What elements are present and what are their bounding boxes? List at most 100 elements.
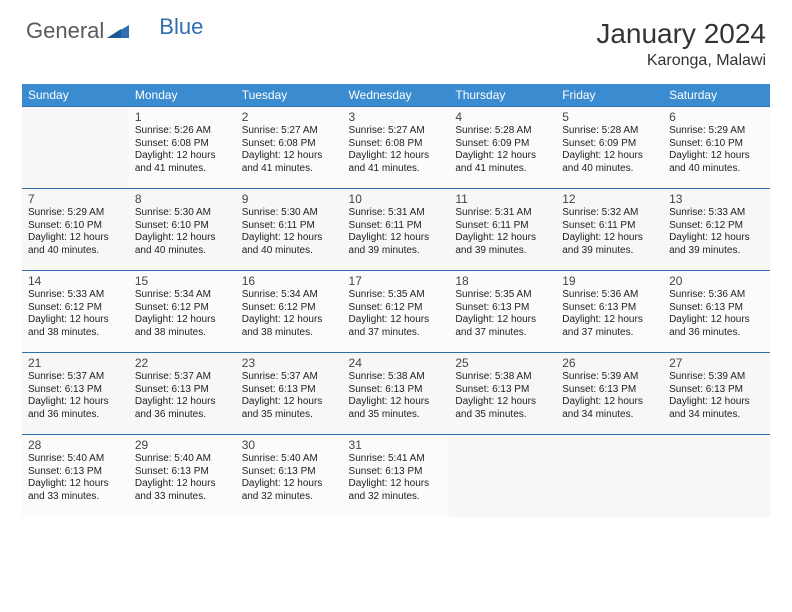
day-number: 17	[349, 274, 444, 288]
calendar-header-cell: Friday	[556, 84, 663, 107]
day-number: 29	[135, 438, 230, 452]
calendar-row: 14Sunrise: 5:33 AMSunset: 6:12 PMDayligh…	[22, 271, 770, 353]
calendar-day-cell: 17Sunrise: 5:35 AMSunset: 6:12 PMDayligh…	[343, 271, 450, 353]
day-info: Sunrise: 5:34 AMSunset: 6:12 PMDaylight:…	[242, 289, 337, 339]
calendar-day-cell: 16Sunrise: 5:34 AMSunset: 6:12 PMDayligh…	[236, 271, 343, 353]
calendar-day-cell: 31Sunrise: 5:41 AMSunset: 6:13 PMDayligh…	[343, 435, 450, 517]
day-info: Sunrise: 5:33 AMSunset: 6:12 PMDaylight:…	[669, 207, 764, 257]
day-info: Sunrise: 5:39 AMSunset: 6:13 PMDaylight:…	[562, 371, 657, 421]
day-info: Sunrise: 5:41 AMSunset: 6:13 PMDaylight:…	[349, 453, 444, 503]
day-info: Sunrise: 5:37 AMSunset: 6:13 PMDaylight:…	[242, 371, 337, 421]
day-number: 7	[28, 192, 123, 206]
calendar-header-cell: Saturday	[663, 84, 770, 107]
day-number: 6	[669, 110, 764, 124]
day-number: 3	[349, 110, 444, 124]
calendar-day-cell: 4Sunrise: 5:28 AMSunset: 6:09 PMDaylight…	[449, 107, 556, 189]
calendar-day-cell: 14Sunrise: 5:33 AMSunset: 6:12 PMDayligh…	[22, 271, 129, 353]
calendar-day-cell: 27Sunrise: 5:39 AMSunset: 6:13 PMDayligh…	[663, 353, 770, 435]
header: General Blue January 2024 Karonga, Malaw…	[0, 0, 792, 78]
calendar-header-cell: Thursday	[449, 84, 556, 107]
calendar-header-cell: Monday	[129, 84, 236, 107]
day-info: Sunrise: 5:28 AMSunset: 6:09 PMDaylight:…	[455, 125, 550, 175]
day-info: Sunrise: 5:34 AMSunset: 6:12 PMDaylight:…	[135, 289, 230, 339]
calendar-day-cell: 13Sunrise: 5:33 AMSunset: 6:12 PMDayligh…	[663, 189, 770, 271]
day-info: Sunrise: 5:31 AMSunset: 6:11 PMDaylight:…	[455, 207, 550, 257]
day-info: Sunrise: 5:40 AMSunset: 6:13 PMDaylight:…	[135, 453, 230, 503]
calendar-day-cell: 28Sunrise: 5:40 AMSunset: 6:13 PMDayligh…	[22, 435, 129, 517]
day-info: Sunrise: 5:40 AMSunset: 6:13 PMDaylight:…	[28, 453, 123, 503]
day-number: 4	[455, 110, 550, 124]
day-number: 5	[562, 110, 657, 124]
day-number: 20	[669, 274, 764, 288]
day-info: Sunrise: 5:36 AMSunset: 6:13 PMDaylight:…	[669, 289, 764, 339]
day-number: 28	[28, 438, 123, 452]
day-number: 15	[135, 274, 230, 288]
day-info: Sunrise: 5:40 AMSunset: 6:13 PMDaylight:…	[242, 453, 337, 503]
day-info: Sunrise: 5:39 AMSunset: 6:13 PMDaylight:…	[669, 371, 764, 421]
calendar-day-cell: 11Sunrise: 5:31 AMSunset: 6:11 PMDayligh…	[449, 189, 556, 271]
day-info: Sunrise: 5:38 AMSunset: 6:13 PMDaylight:…	[349, 371, 444, 421]
day-number: 22	[135, 356, 230, 370]
calendar-day-cell: 1Sunrise: 5:26 AMSunset: 6:08 PMDaylight…	[129, 107, 236, 189]
calendar-day-cell: 26Sunrise: 5:39 AMSunset: 6:13 PMDayligh…	[556, 353, 663, 435]
day-info: Sunrise: 5:29 AMSunset: 6:10 PMDaylight:…	[28, 207, 123, 257]
day-info: Sunrise: 5:37 AMSunset: 6:13 PMDaylight:…	[28, 371, 123, 421]
day-info: Sunrise: 5:26 AMSunset: 6:08 PMDaylight:…	[135, 125, 230, 175]
day-info: Sunrise: 5:29 AMSunset: 6:10 PMDaylight:…	[669, 125, 764, 175]
day-info: Sunrise: 5:35 AMSunset: 6:12 PMDaylight:…	[349, 289, 444, 339]
calendar-header-row: SundayMondayTuesdayWednesdayThursdayFrid…	[22, 84, 770, 107]
day-info: Sunrise: 5:30 AMSunset: 6:10 PMDaylight:…	[135, 207, 230, 257]
calendar-header-cell: Tuesday	[236, 84, 343, 107]
day-number: 2	[242, 110, 337, 124]
calendar-day-cell: 19Sunrise: 5:36 AMSunset: 6:13 PMDayligh…	[556, 271, 663, 353]
day-number: 21	[28, 356, 123, 370]
day-info: Sunrise: 5:33 AMSunset: 6:12 PMDaylight:…	[28, 289, 123, 339]
day-info: Sunrise: 5:31 AMSunset: 6:11 PMDaylight:…	[349, 207, 444, 257]
title-block: January 2024 Karonga, Malawi	[596, 18, 766, 70]
calendar-day-cell: 3Sunrise: 5:27 AMSunset: 6:08 PMDaylight…	[343, 107, 450, 189]
calendar-empty-cell	[449, 435, 556, 517]
day-number: 19	[562, 274, 657, 288]
logo-triangle-icon	[107, 22, 129, 43]
calendar-day-cell: 18Sunrise: 5:35 AMSunset: 6:13 PMDayligh…	[449, 271, 556, 353]
calendar-day-cell: 22Sunrise: 5:37 AMSunset: 6:13 PMDayligh…	[129, 353, 236, 435]
day-info: Sunrise: 5:30 AMSunset: 6:11 PMDaylight:…	[242, 207, 337, 257]
day-number: 26	[562, 356, 657, 370]
calendar-day-cell: 5Sunrise: 5:28 AMSunset: 6:09 PMDaylight…	[556, 107, 663, 189]
calendar-day-cell: 2Sunrise: 5:27 AMSunset: 6:08 PMDaylight…	[236, 107, 343, 189]
calendar-day-cell: 6Sunrise: 5:29 AMSunset: 6:10 PMDaylight…	[663, 107, 770, 189]
day-number: 13	[669, 192, 764, 206]
calendar-day-cell: 10Sunrise: 5:31 AMSunset: 6:11 PMDayligh…	[343, 189, 450, 271]
day-number: 25	[455, 356, 550, 370]
day-number: 27	[669, 356, 764, 370]
calendar-header-cell: Wednesday	[343, 84, 450, 107]
location: Karonga, Malawi	[596, 52, 766, 70]
day-number: 14	[28, 274, 123, 288]
day-info: Sunrise: 5:35 AMSunset: 6:13 PMDaylight:…	[455, 289, 550, 339]
calendar-day-cell: 21Sunrise: 5:37 AMSunset: 6:13 PMDayligh…	[22, 353, 129, 435]
calendar-body: 1Sunrise: 5:26 AMSunset: 6:08 PMDaylight…	[22, 107, 770, 517]
calendar-day-cell: 25Sunrise: 5:38 AMSunset: 6:13 PMDayligh…	[449, 353, 556, 435]
calendar-table: SundayMondayTuesdayWednesdayThursdayFrid…	[22, 84, 770, 517]
calendar-day-cell: 24Sunrise: 5:38 AMSunset: 6:13 PMDayligh…	[343, 353, 450, 435]
logo: General Blue	[26, 18, 203, 44]
day-info: Sunrise: 5:38 AMSunset: 6:13 PMDaylight:…	[455, 371, 550, 421]
calendar-day-cell: 29Sunrise: 5:40 AMSunset: 6:13 PMDayligh…	[129, 435, 236, 517]
day-number: 18	[455, 274, 550, 288]
calendar-day-cell: 30Sunrise: 5:40 AMSunset: 6:13 PMDayligh…	[236, 435, 343, 517]
calendar-day-cell: 15Sunrise: 5:34 AMSunset: 6:12 PMDayligh…	[129, 271, 236, 353]
day-info: Sunrise: 5:28 AMSunset: 6:09 PMDaylight:…	[562, 125, 657, 175]
day-info: Sunrise: 5:36 AMSunset: 6:13 PMDaylight:…	[562, 289, 657, 339]
calendar-row: 28Sunrise: 5:40 AMSunset: 6:13 PMDayligh…	[22, 435, 770, 517]
day-info: Sunrise: 5:27 AMSunset: 6:08 PMDaylight:…	[349, 125, 444, 175]
calendar-empty-cell	[556, 435, 663, 517]
logo-text-general: General	[26, 18, 104, 44]
calendar-day-cell: 23Sunrise: 5:37 AMSunset: 6:13 PMDayligh…	[236, 353, 343, 435]
day-info: Sunrise: 5:37 AMSunset: 6:13 PMDaylight:…	[135, 371, 230, 421]
calendar-day-cell: 7Sunrise: 5:29 AMSunset: 6:10 PMDaylight…	[22, 189, 129, 271]
day-number: 9	[242, 192, 337, 206]
calendar-day-cell: 12Sunrise: 5:32 AMSunset: 6:11 PMDayligh…	[556, 189, 663, 271]
calendar-day-cell: 8Sunrise: 5:30 AMSunset: 6:10 PMDaylight…	[129, 189, 236, 271]
day-number: 31	[349, 438, 444, 452]
calendar-row: 21Sunrise: 5:37 AMSunset: 6:13 PMDayligh…	[22, 353, 770, 435]
